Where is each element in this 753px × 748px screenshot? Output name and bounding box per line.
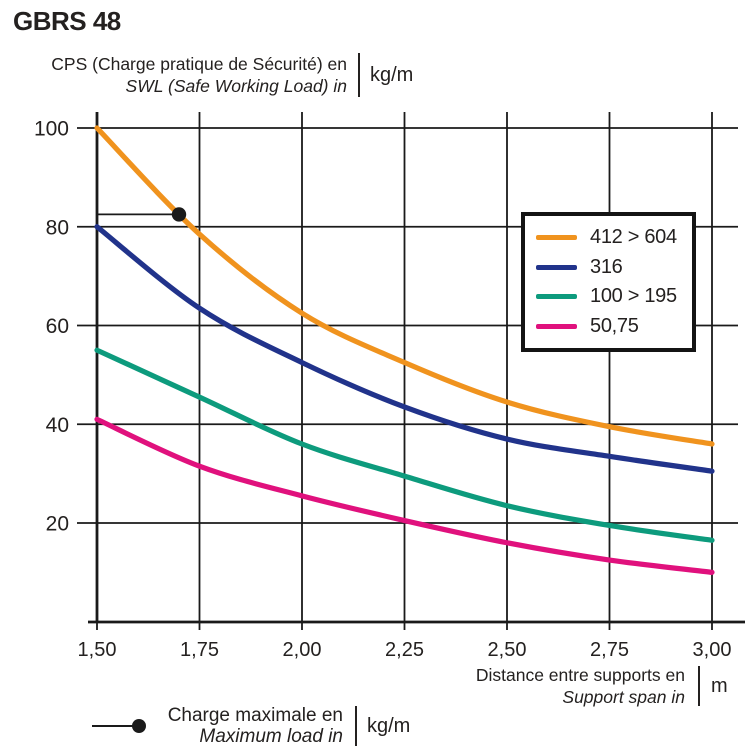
- max-load-point: [171, 207, 187, 222]
- x-tick-label: 2,50: [488, 639, 527, 661]
- max-load-legend-en: Maximum load in: [199, 726, 343, 747]
- legend-label: 412 > 604: [590, 226, 677, 249]
- y-tick-label: 20: [46, 513, 69, 536]
- series-curve-50-75: [94, 416, 715, 575]
- legend-label: 50,75: [590, 314, 639, 337]
- y-axis-title-fr: CPS (Charge pratique de Sécurité) en: [51, 54, 347, 74]
- max-load-unit: kg/m: [367, 714, 411, 737]
- legend-item: 316: [536, 256, 692, 279]
- y-axis-title-en: SWL (Safe Working Load) in: [125, 76, 347, 96]
- x-tick-label: 2,75: [590, 639, 629, 661]
- page-title: GBRS 48: [13, 6, 121, 36]
- legend-item: 50,75: [536, 315, 692, 338]
- series-curve-100-195: [94, 347, 715, 543]
- legend-label: 316: [590, 255, 623, 278]
- x-axis-title-fr: Distance entre supports en: [475, 665, 685, 685]
- y-axis-title-block: CPS (Charge pratique de Sécurité) en SWL…: [0, 53, 413, 97]
- x-unit-divider: [698, 666, 700, 706]
- x-tick-label: 1,50: [78, 639, 117, 661]
- legend-swatch: [536, 264, 577, 270]
- x-axis-unit: m: [711, 674, 728, 697]
- x-tick-label: 1,75: [180, 639, 219, 661]
- series-curve-412-604: [94, 125, 715, 447]
- x-axis-title: Distance entre supports en Support span …: [420, 664, 685, 708]
- y-unit-divider: [358, 53, 360, 97]
- legend-item: 100 > 195: [536, 285, 692, 308]
- series-curve-316: [94, 224, 715, 474]
- chart-legend: 412 > 604 316 100 > 195 50,75: [521, 212, 696, 352]
- x-axis-title-en: Support span in: [562, 687, 685, 707]
- legend-swatch: [536, 323, 577, 329]
- legend-swatch: [536, 235, 577, 241]
- y-tick-label: 100: [34, 118, 69, 141]
- max-load-marker-icon: [92, 719, 146, 733]
- max-load-unit-divider: [355, 706, 357, 746]
- max-load-legend-fr: Charge maximale en: [167, 705, 343, 726]
- x-axis-title-block: Distance entre supports en Support span …: [420, 664, 728, 708]
- max-load-legend-block: Charge maximale en Maximum load in kg/m: [91, 705, 410, 747]
- legend-swatch: [536, 294, 577, 300]
- max-load-legend-text: Charge maximale en Maximum load in: [157, 705, 343, 747]
- y-tick-label: 40: [46, 414, 69, 437]
- legend-item: 412 > 604: [536, 226, 692, 249]
- x-tick-label: 2,00: [283, 639, 322, 661]
- x-tick-label: 2,25: [385, 639, 424, 661]
- legend-label: 100 > 195: [590, 285, 677, 308]
- y-axis-unit: kg/m: [370, 63, 414, 86]
- y-tick-label: 80: [46, 216, 69, 239]
- y-tick-label: 60: [46, 315, 69, 338]
- x-tick-label: 3,00: [693, 639, 732, 661]
- y-axis-title: CPS (Charge pratique de Sécurité) en SWL…: [0, 53, 347, 97]
